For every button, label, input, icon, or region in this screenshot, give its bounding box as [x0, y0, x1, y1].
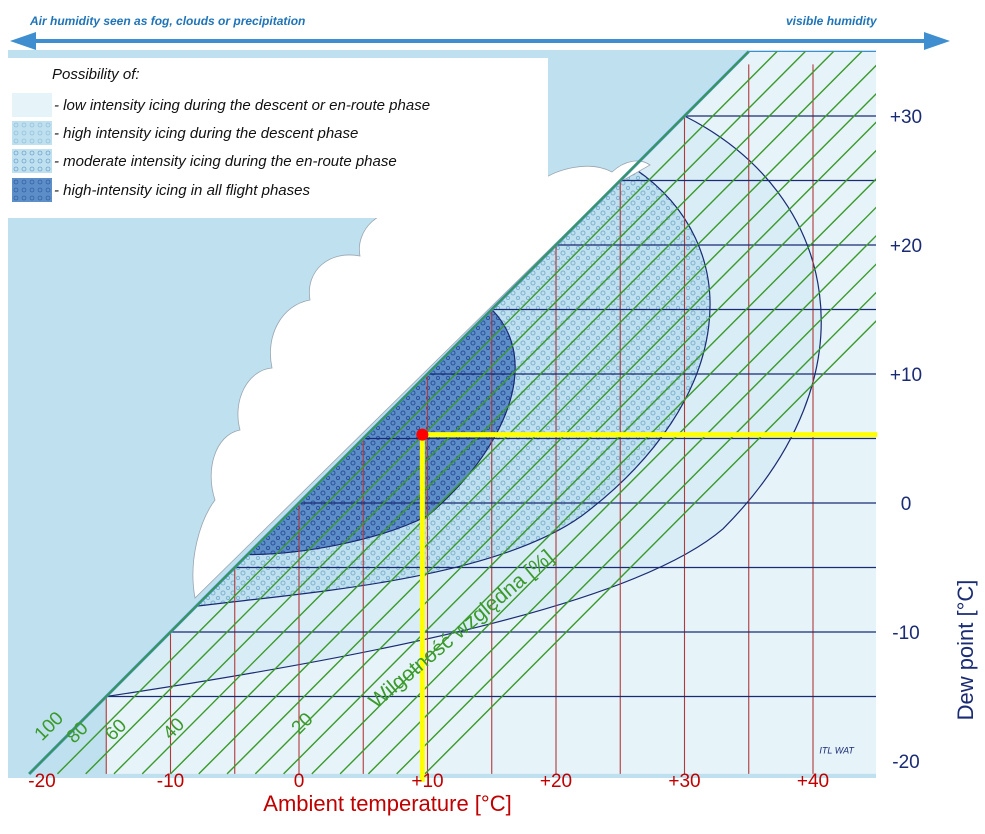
highlight-point [416, 428, 429, 441]
x-tick-label: 0 [294, 771, 305, 792]
humidity-line [28, 51, 750, 775]
humidity-line [396, 291, 876, 775]
legend-swatch [12, 121, 52, 145]
legend-background [8, 58, 548, 218]
legend-title: Possibility of: [52, 66, 140, 83]
x-tick-label: +40 [797, 771, 829, 792]
y-tick-label: -20 [892, 752, 919, 773]
humidity-line [56, 51, 778, 775]
x-tick-labels: -20 -10 0 +10 +20 +30 +40 [28, 771, 829, 792]
credit-label: ITL WAT [819, 745, 855, 755]
legend-label: - high intensity icing during the descen… [54, 124, 359, 142]
y-tick-label: 0 [901, 494, 912, 515]
y-tick-labels: +30 +20 +10 0 -10 -20 [890, 107, 922, 773]
humidity-lines [28, 51, 876, 775]
humidity-line [311, 206, 876, 775]
legend-item-high-descent: - high intensity icing during the descen… [12, 121, 358, 145]
y-tick-label: -10 [892, 623, 919, 644]
humidity-line [113, 51, 835, 775]
y-axis-title: Dew point [°C] [953, 579, 978, 721]
legend-label: - high-intensity icing in all flight pha… [54, 181, 310, 199]
top-left-label: Air humidity seen as fog, clouds or prec… [30, 14, 306, 28]
humidity-line [424, 320, 876, 775]
humidity-line [367, 263, 876, 775]
legend-swatch [12, 93, 52, 117]
legend-label: - low intensity icing during the descent… [54, 96, 431, 114]
y-tick-label: +10 [890, 365, 922, 386]
x-axis-title: Ambient temperature [°C] [263, 791, 512, 816]
legend-item-high-all: - high-intensity icing in all flight pha… [12, 178, 310, 202]
visible-humidity-arrow [10, 32, 950, 50]
humidity-line [85, 51, 806, 775]
humidity-line [226, 121, 876, 775]
legend-swatch [12, 178, 52, 202]
top-right-label: visible humidity [786, 14, 877, 28]
humidity-line [141, 51, 863, 775]
y-tick-label: +30 [890, 107, 922, 128]
high-icing-region [246, 308, 516, 556]
legend-label: - moderate intensity icing during the en… [54, 152, 397, 170]
y-tick-label: +20 [890, 236, 922, 257]
highlight-lines [416, 428, 878, 782]
x-tick-label: -10 [157, 771, 184, 792]
legend-item-moderate: - moderate intensity icing during the en… [12, 149, 397, 173]
cloud-illustration [192, 160, 651, 599]
humidity-line [283, 178, 876, 775]
legend-item-low: - low intensity icing during the descent… [12, 93, 430, 117]
legend-swatch [12, 149, 52, 173]
x-tick-label: +10 [411, 771, 443, 792]
humidity-line [254, 149, 876, 775]
humidity-line [198, 93, 876, 775]
x-tick-label: +30 [668, 771, 700, 792]
humidity-line [170, 64, 876, 775]
x-tick-label: -20 [28, 771, 55, 792]
humidity-line [339, 234, 876, 775]
x-tick-label: +20 [540, 771, 572, 792]
cloud-shape [192, 160, 651, 599]
